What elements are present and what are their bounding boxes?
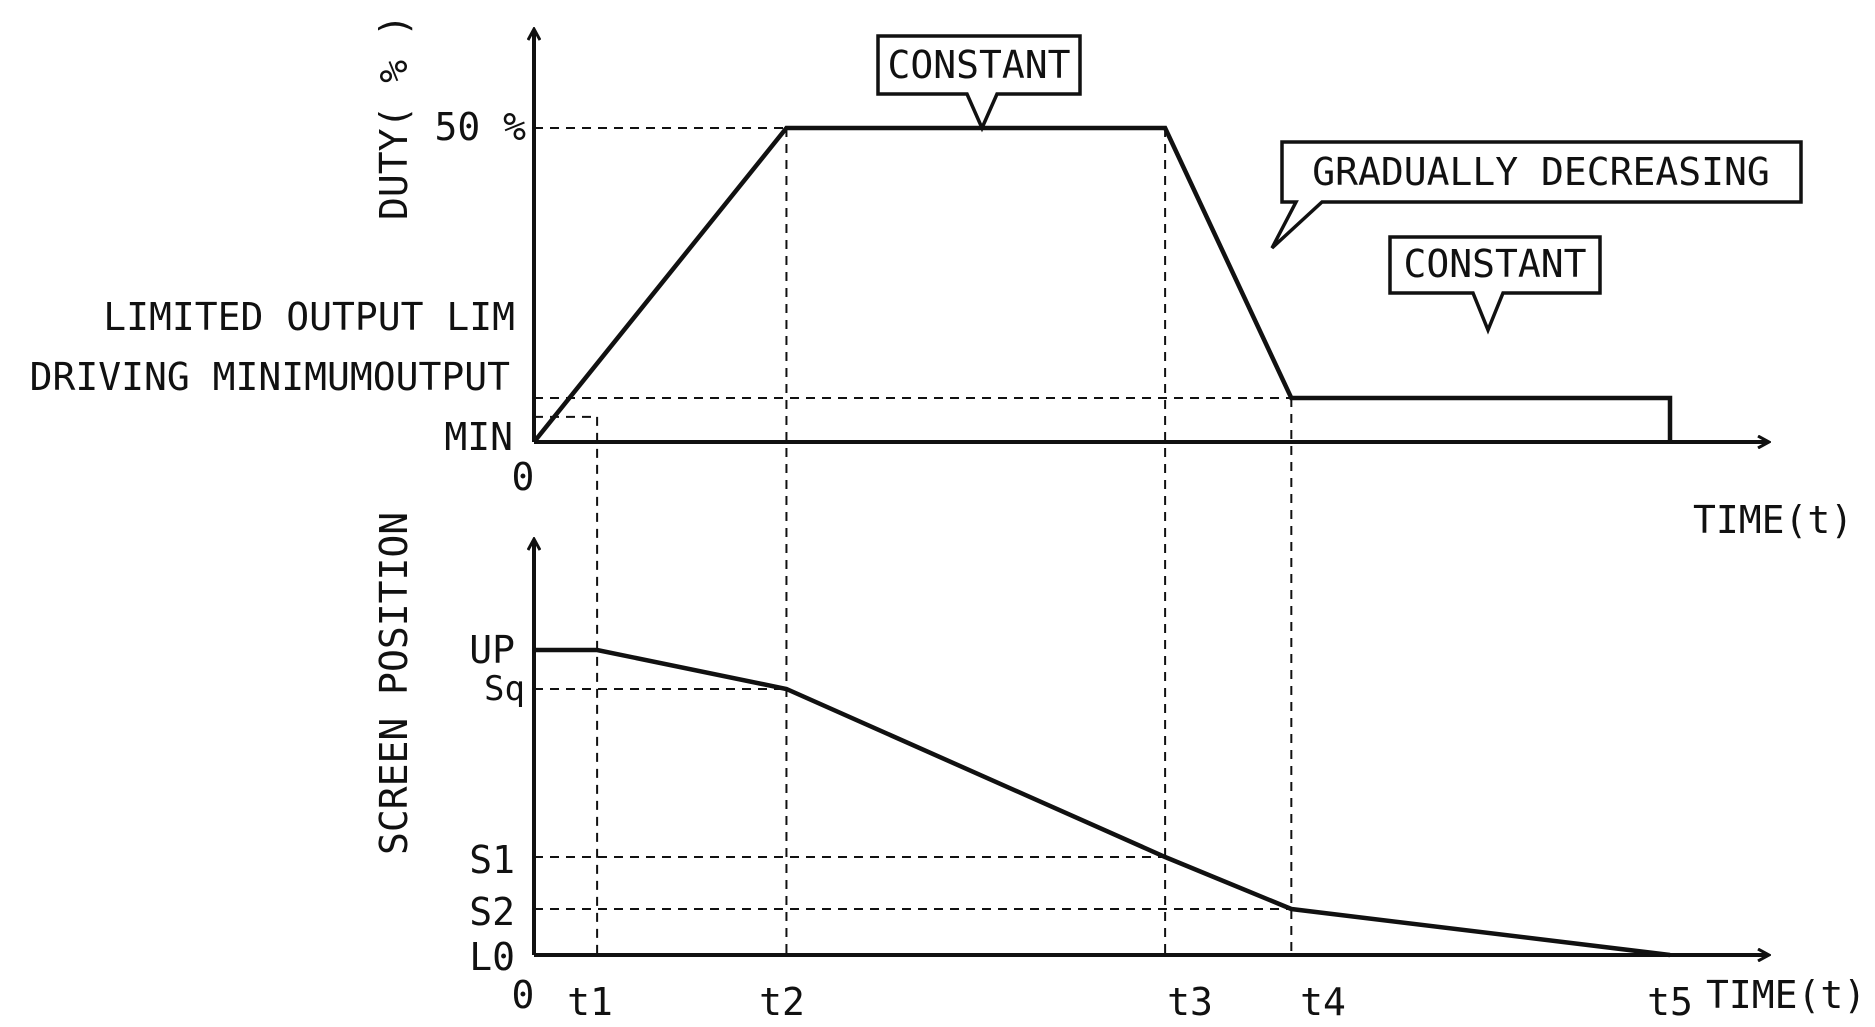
x-tick-t4: t4 xyxy=(1300,980,1346,1024)
screen-position-origin-label: 0 xyxy=(512,973,535,1017)
callout-constant-top: CONSTANT xyxy=(878,36,1080,128)
screen-position-guide-lines xyxy=(534,689,1291,909)
callout-gradually-decreasing-text: GRADUALLY DECREASING xyxy=(1312,150,1770,194)
duty-tick-min: MIN xyxy=(444,415,513,459)
callout-constant-top-text: CONSTANT xyxy=(887,43,1070,87)
x-tick-t5: t5 xyxy=(1647,980,1693,1024)
x-tick-t1: t1 xyxy=(567,980,613,1024)
duty-origin-label: 0 xyxy=(512,455,535,499)
callout-constant-lower: CONSTANT xyxy=(1390,237,1600,330)
x-tick-t2: t2 xyxy=(759,980,805,1024)
pos-tick-up: UP xyxy=(469,628,515,672)
duty-guide-lines xyxy=(534,128,1291,955)
duty-tick-lim: LIMITED OUTPUT LIM xyxy=(103,295,515,339)
duty-axis-title: DUTY( % ) xyxy=(372,14,416,220)
duty-chart: DUTY( % ) 50 % LIMITED OUTPUT LIM DRIVIN… xyxy=(30,14,1854,955)
pos-tick-sq: Sq xyxy=(484,669,525,709)
pos-tick-s1: S1 xyxy=(469,838,515,882)
callout-gradually-decreasing: GRADUALLY DECREASING xyxy=(1272,142,1801,248)
screen-position-axis-title: SCREEN POSITION xyxy=(372,512,416,855)
duty-tick-50: 50 % xyxy=(434,105,526,149)
duty-tick-driving-minimum: DRIVING MINIMUMOUTPUT xyxy=(30,355,510,399)
duty-x-axis-title: TIME(t) xyxy=(1693,498,1853,542)
callout-constant-lower-text: CONSTANT xyxy=(1403,242,1586,286)
screen-position-x-axis-title: TIME(t) xyxy=(1706,973,1866,1017)
x-tick-t3: t3 xyxy=(1167,980,1213,1024)
pos-tick-l0: L0 xyxy=(469,935,515,979)
pos-tick-s2: S2 xyxy=(469,890,515,934)
